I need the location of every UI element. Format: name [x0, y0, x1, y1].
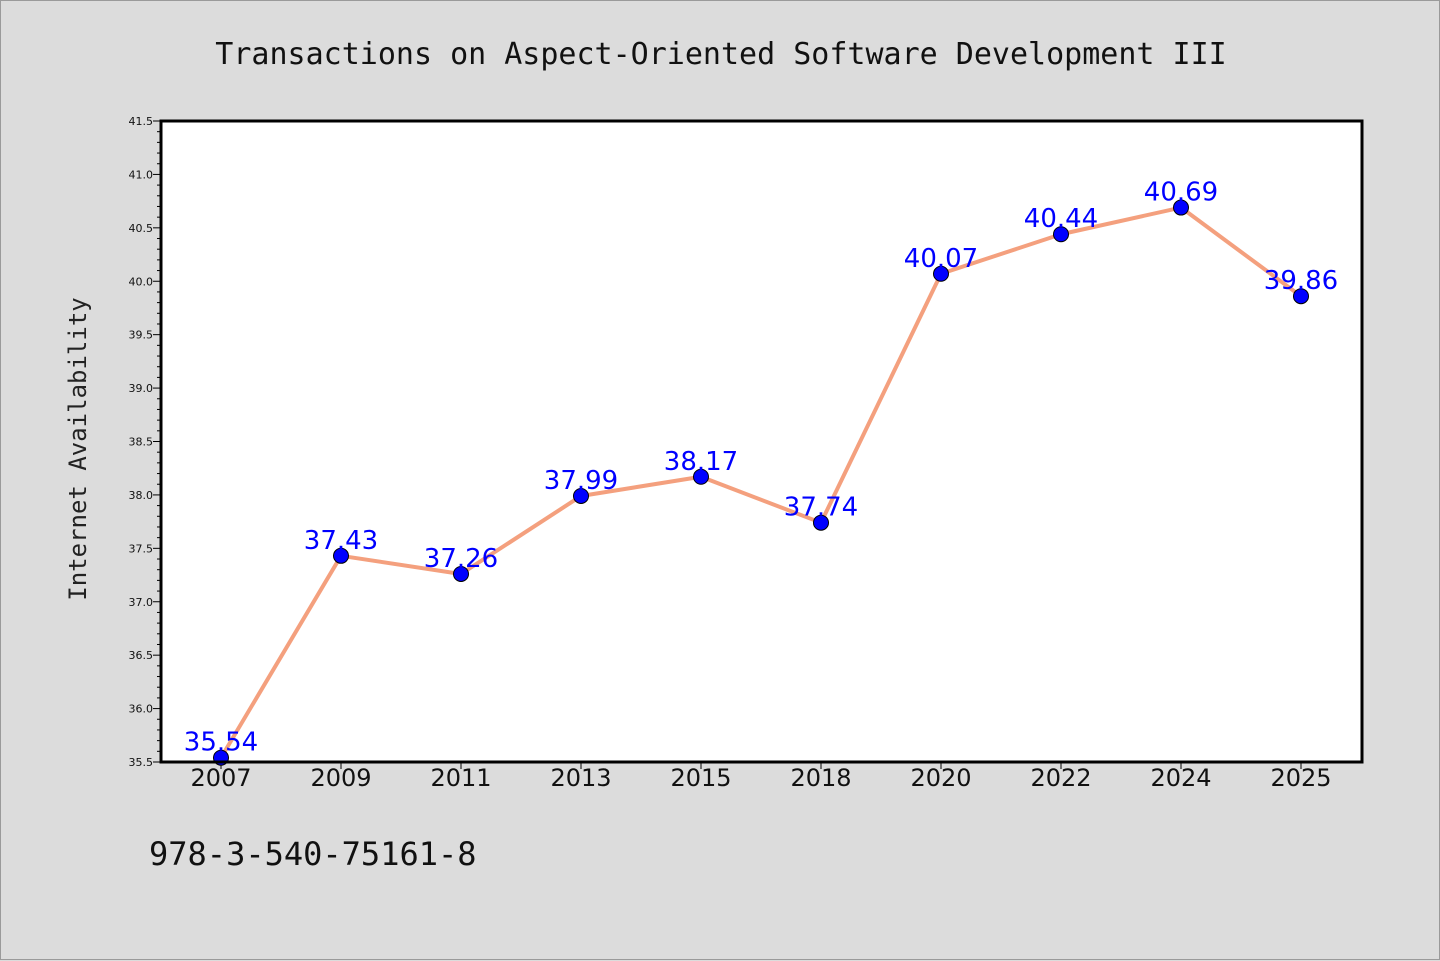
- x-tick-label: 2011: [430, 764, 491, 792]
- y-tick-label: 35.5: [129, 756, 154, 769]
- data-point: [693, 468, 709, 485]
- series-line: [219, 205, 1303, 759]
- data-point: [1053, 226, 1069, 243]
- data-point: [933, 265, 949, 282]
- data-point: [333, 547, 349, 564]
- chart-title: Transactions on Aspect-Oriented Software…: [215, 37, 1226, 72]
- x-tick-label: 2024: [1150, 764, 1211, 792]
- y-tick-label: 37.0: [129, 596, 154, 609]
- series-layer: [213, 199, 1309, 766]
- x-tick-label: 2025: [1270, 764, 1331, 792]
- x-tick-label: 2020: [910, 764, 971, 792]
- y-axis: 35.5 36.0 36.5 37.0 37.5 38.0 38.5 39.0 39.5 40.0…: [129, 115, 161, 769]
- data-point: [1173, 199, 1189, 216]
- data-label: 37.74: [784, 493, 858, 523]
- x-axis: 2007 2009 2011 2013 2015 2018 2020 2022 2024 2025: [190, 762, 1332, 792]
- data-label: 38.17: [664, 447, 738, 477]
- plot-area: [161, 121, 1362, 762]
- data-point: [813, 514, 829, 531]
- y-tick-label: 37.5: [129, 542, 154, 555]
- x-tick-label: 2009: [310, 764, 371, 792]
- y-tick-label: 41.5: [129, 115, 154, 128]
- data-label: 40.44: [1024, 204, 1098, 234]
- data-label: 39.86: [1264, 266, 1338, 296]
- data-label: 35.54: [184, 728, 258, 758]
- data-point: [453, 565, 469, 582]
- x-tick-label: 2013: [550, 764, 611, 792]
- x-tick-label: 2022: [1030, 764, 1091, 792]
- y-tick-label: 41.0: [129, 168, 154, 181]
- y-tick-label: 36.5: [129, 649, 154, 662]
- data-label: 37.43: [304, 526, 378, 556]
- data-label: 40.69: [1144, 178, 1218, 208]
- data-label: 37.26: [424, 544, 498, 574]
- data-label: 40.07: [904, 244, 978, 274]
- y-axis-label: Internet Availability: [64, 297, 92, 600]
- y-tick-label: 38.0: [129, 489, 154, 502]
- plot-border: [159, 119, 1364, 764]
- y-tick-label: 39.5: [129, 329, 154, 342]
- y-tick-label: 38.5: [129, 436, 154, 449]
- x-tick-label: 2015: [670, 764, 731, 792]
- x-tick-label: 2018: [790, 764, 851, 792]
- data-labels: 35.54 37.43 37.26 37.99 38.17 37.74 40.07 40.44…: [184, 178, 1338, 758]
- x-tick-label: 2007: [190, 764, 251, 792]
- isbn-label: 978-3-540-75161-8: [149, 835, 477, 873]
- y-tick-label: 36.0: [129, 703, 154, 716]
- y-tick-label: 40.5: [129, 222, 154, 235]
- data-point: [1293, 288, 1309, 305]
- y-tick-label: 40.0: [129, 275, 154, 288]
- data-point: [573, 487, 589, 504]
- data-label: 37.99: [544, 466, 618, 496]
- y-tick-label: 39.0: [129, 382, 154, 395]
